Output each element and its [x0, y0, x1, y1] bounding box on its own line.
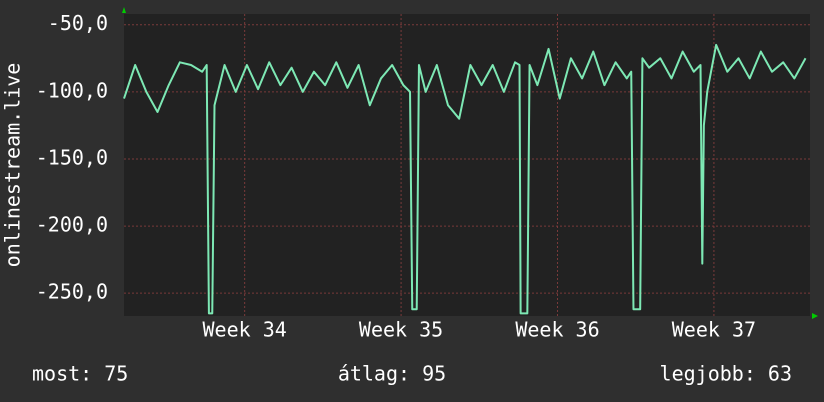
x-tick-label: Week 36 — [515, 318, 599, 342]
y-tick-label: -150,0 — [36, 145, 108, 169]
y-axis-label: onlinestream.live — [1, 63, 25, 268]
plot-area — [124, 14, 810, 316]
data-line — [123, 43, 807, 315]
x-tick-label: Week 34 — [203, 318, 287, 342]
y-tick-label: -200,0 — [36, 213, 108, 237]
y-tick-label: -250,0 — [36, 280, 108, 304]
axis-arrow — [812, 313, 818, 319]
axis-arrow — [122, 7, 126, 13]
footer-best: legjobb: 63 — [660, 362, 792, 386]
x-tick-label: Week 35 — [359, 318, 443, 342]
y-tick-label: -50,0 — [48, 11, 108, 35]
y-tick-label: -100,0 — [36, 78, 108, 102]
footer-average: átlag: 95 — [338, 362, 446, 386]
footer-current: most: 75 — [32, 362, 128, 386]
x-tick-label: Week 37 — [672, 318, 756, 342]
